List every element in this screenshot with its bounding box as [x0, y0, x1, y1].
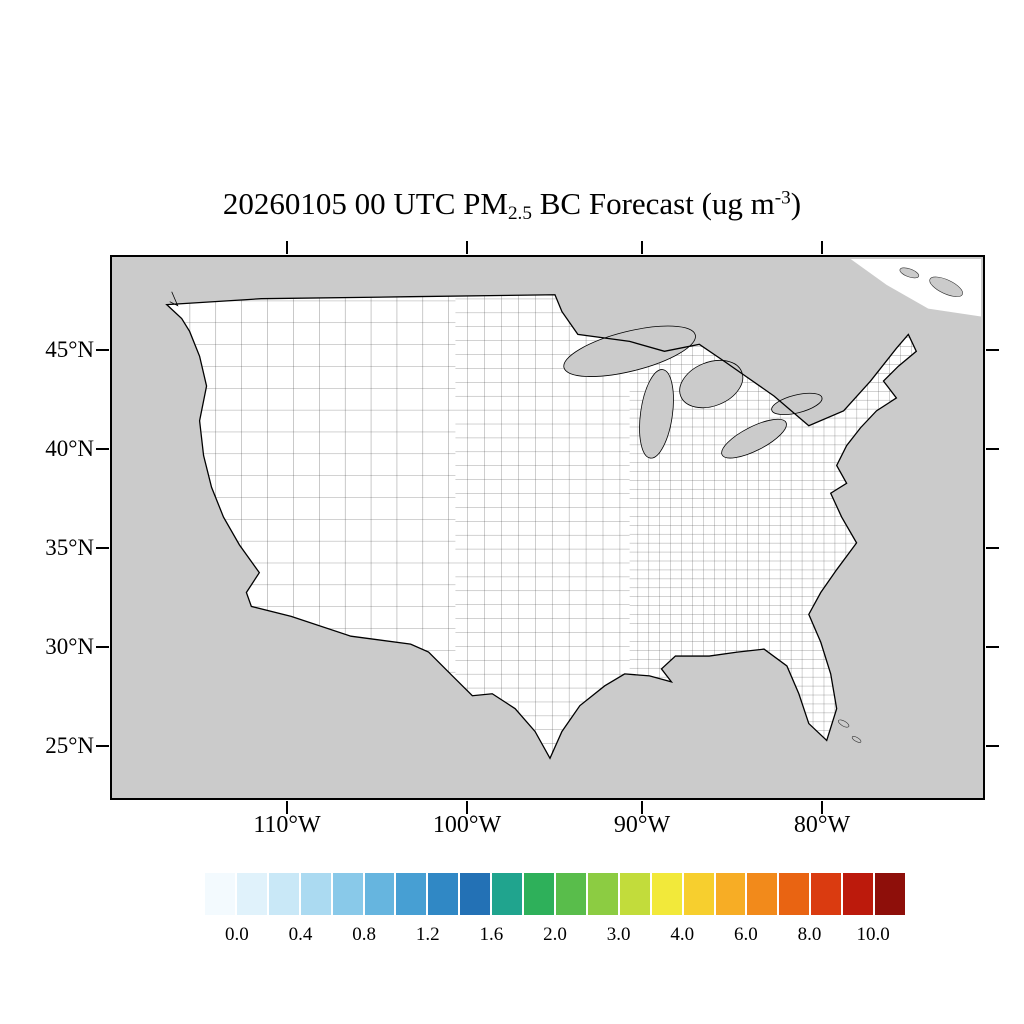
y-axis-tick-left — [96, 745, 109, 747]
y-axis-tick-right — [986, 745, 999, 747]
title-suffix: ) — [790, 186, 802, 221]
us-county-map — [166, 258, 982, 759]
y-axis-tick-right — [986, 448, 999, 450]
colorbar-tick-label: 2.0 — [543, 924, 567, 945]
colorbar-tick-label: 1.6 — [479, 924, 504, 945]
colorbar-cell — [651, 873, 682, 915]
colorbar — [205, 873, 905, 915]
y-axis-tick-label: 35°N — [45, 535, 94, 560]
colorbar-cell — [555, 873, 586, 915]
colorbar-tick-label: 8.0 — [797, 924, 822, 945]
colorbar-cell — [492, 873, 523, 915]
colorbar-cell — [843, 873, 874, 915]
x-axis-tick-top — [466, 241, 468, 254]
colorbar-tick-label: 0.4 — [288, 924, 313, 945]
y-axis-tick-left — [96, 547, 109, 549]
colorbar-cell — [364, 873, 395, 915]
colorbar-cell — [779, 873, 810, 915]
colorbar-cell — [396, 873, 427, 915]
title-superscript: -3 — [774, 187, 791, 209]
chart-title: 20260105 00 UTC PM2.5 BC Forecast (ug m-… — [0, 186, 1024, 225]
colorbar-cell — [619, 873, 650, 915]
county-grid — [166, 294, 917, 759]
title-middle: BC Forecast (ug m — [531, 186, 775, 221]
colorbar-cell — [236, 873, 267, 915]
x-axis-tick-top — [286, 241, 288, 254]
bahamas-islands — [838, 719, 862, 743]
x-axis-tick-bottom — [286, 801, 288, 814]
colorbar-tick-label: 0.0 — [224, 924, 249, 945]
y-axis-tick-label: 25°N — [45, 733, 94, 758]
colorbar-cell — [300, 873, 331, 915]
colorbar-cell — [524, 873, 554, 915]
colorbar-cell — [460, 873, 491, 915]
title-subscript: 2.5 — [507, 202, 532, 224]
colorbar-cell — [811, 873, 842, 915]
lake-michigan — [639, 369, 674, 459]
colorbar-cell — [587, 873, 618, 915]
x-axis-tick-bottom — [466, 801, 468, 814]
colorbar-tick-label: 4.0 — [670, 924, 695, 945]
y-axis-tick-left — [96, 349, 109, 351]
x-axis-tick-top — [641, 241, 643, 254]
colorbar-tick-label: 3.0 — [606, 924, 631, 945]
x-axis-tick-label: 90°W — [613, 812, 671, 838]
colorbar-tick-label: 1.2 — [415, 924, 440, 945]
x-axis-tick-label: 110°W — [253, 812, 321, 838]
title-prefix: 20260105 00 UTC PM — [222, 186, 508, 221]
colorbar-cell — [332, 873, 363, 915]
colorbar-tick-label: 0.8 — [352, 924, 376, 945]
atlantic-white-patch — [850, 258, 982, 317]
y-axis-tick-right — [986, 547, 999, 549]
lake-huron — [679, 359, 744, 409]
y-axis-tick-label: 45°N — [45, 337, 94, 362]
great-lakes — [563, 325, 823, 459]
colorbar-cell — [715, 873, 746, 915]
colorbar-cell — [747, 873, 778, 915]
y-axis-tick-label: 30°N — [45, 634, 94, 659]
lake-erie — [721, 418, 787, 459]
plot-area: 45°N 40°N 35°N 30°N 25°N 110°W 100°W 90°W 80°W — [45, 241, 999, 838]
colorbar-cell — [875, 873, 905, 915]
x-axis-tick-top — [821, 241, 823, 254]
colorbar-cell — [428, 873, 459, 915]
colorbar-cell — [683, 873, 714, 915]
y-axis-tick-right — [986, 646, 999, 648]
colorbar-cell — [268, 873, 299, 915]
y-axis-tick-left — [96, 646, 109, 648]
puget-sound-detail — [169, 291, 179, 307]
x-axis-tick-label: 100°W — [432, 812, 502, 838]
colorbar-tick-label: 6.0 — [734, 924, 758, 945]
colorbar-cell — [205, 873, 235, 915]
y-axis-tick-left — [96, 448, 109, 450]
x-axis-tick-bottom — [821, 801, 823, 814]
y-axis-tick-label: 40°N — [45, 436, 94, 461]
lake-superior — [563, 325, 696, 377]
colorbar-tick-label: 10.0 — [856, 924, 890, 945]
lake-ontario — [771, 392, 823, 415]
y-axis-tick-right — [986, 349, 999, 351]
x-axis-tick-label: 80°W — [793, 812, 851, 838]
x-axis-tick-bottom — [641, 801, 643, 814]
